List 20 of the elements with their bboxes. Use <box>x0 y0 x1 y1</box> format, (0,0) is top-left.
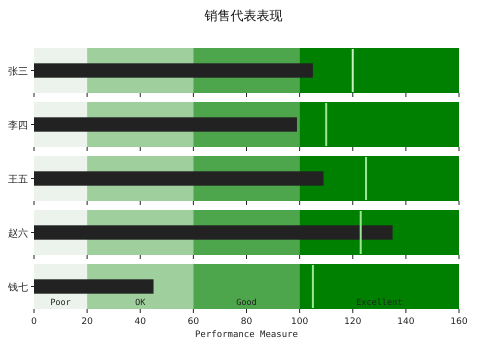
x-tick-label: 40 <box>134 317 146 327</box>
x-axis-title: Performance Measure <box>195 330 298 340</box>
y-tick-label: 王五 <box>8 174 28 186</box>
x-tick-label: 0 <box>31 317 38 327</box>
x-tick-label: 60 <box>188 317 200 327</box>
band-label: Excellent <box>356 298 402 308</box>
band-label: OK <box>135 298 146 308</box>
x-tick-label: 80 <box>240 317 252 327</box>
x-tick-label: 20 <box>81 317 94 327</box>
x-tick-label: 120 <box>344 317 362 327</box>
x-tick-label: 140 <box>397 317 415 327</box>
x-tick-label: 160 <box>450 317 468 327</box>
y-tick-label: 钱七 <box>7 282 28 294</box>
band-label: Good <box>236 298 257 308</box>
y-tick-label: 李四 <box>8 120 28 132</box>
y-tick-label: 张三 <box>8 66 28 78</box>
band-label: Poor <box>50 298 71 308</box>
chart-title: 销售代表表现 <box>204 8 282 23</box>
x-tick-label: 100 <box>291 317 308 327</box>
y-tick-label: 赵六 <box>8 228 28 240</box>
